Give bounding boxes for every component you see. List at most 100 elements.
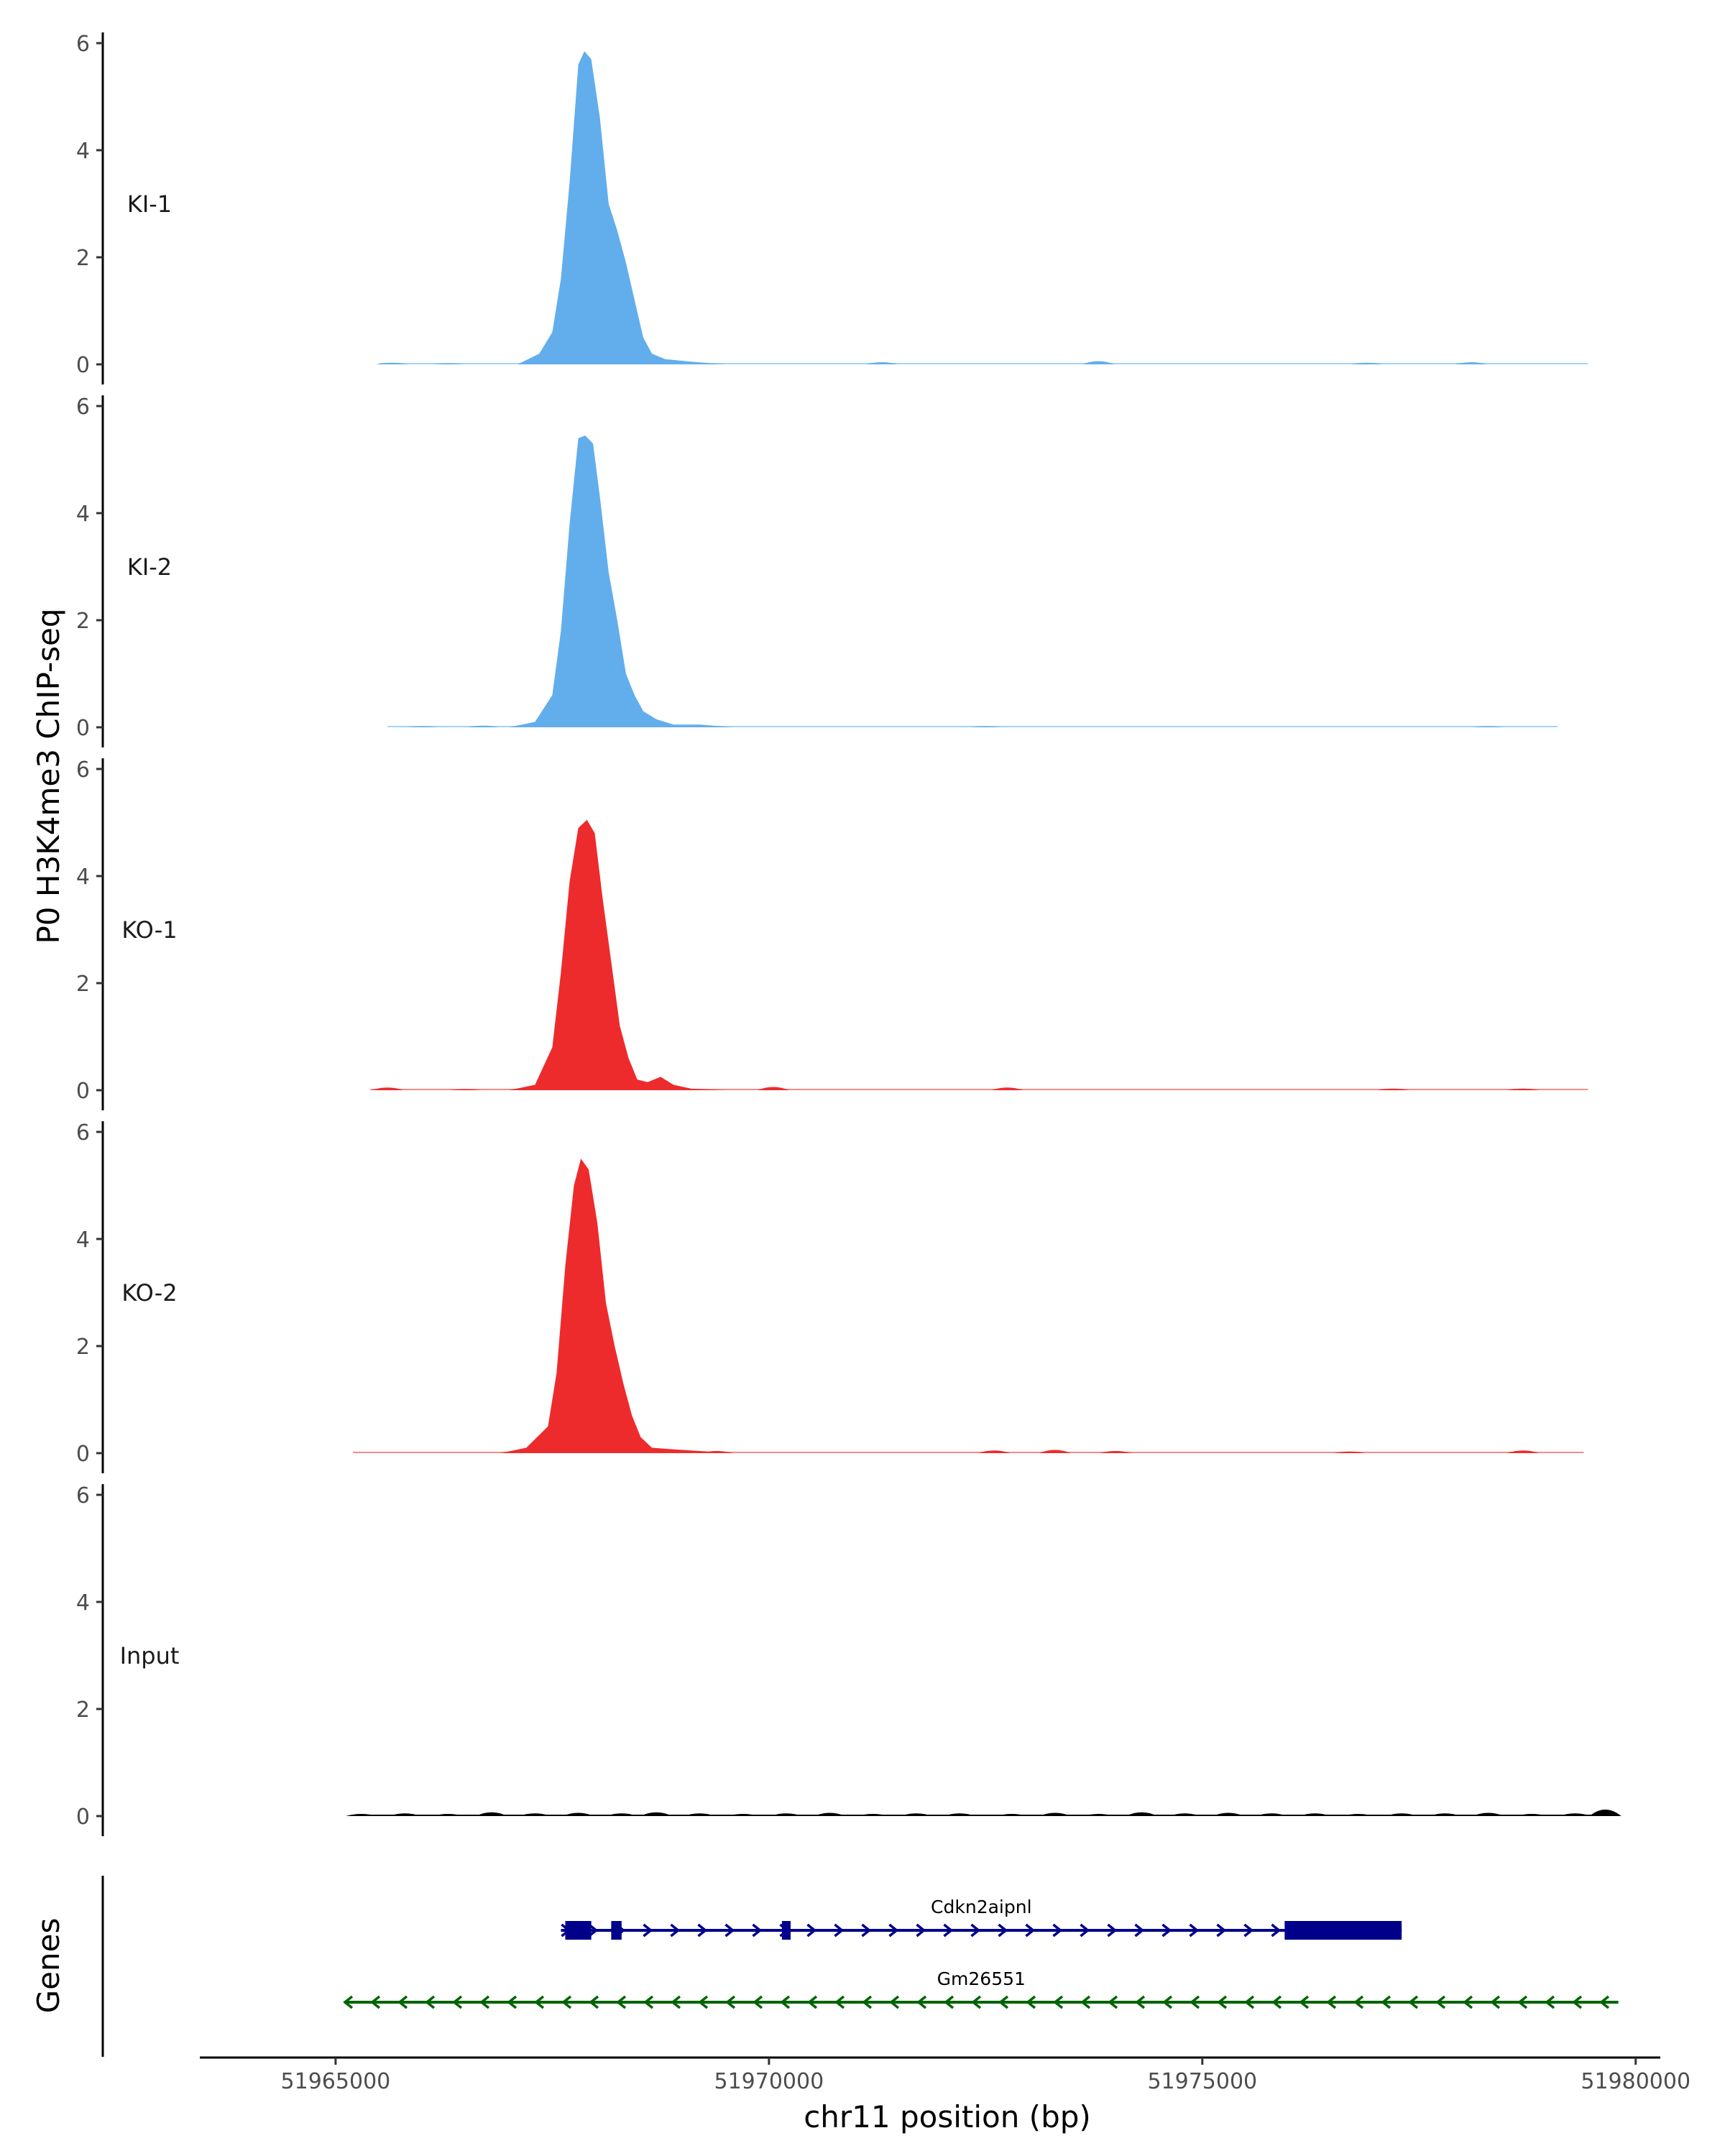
signal-bump	[1506, 1450, 1539, 1453]
y-tick-label: 4	[76, 865, 90, 890]
signal-bump	[1559, 1813, 1591, 1816]
strand-chevron	[916, 1923, 926, 1938]
signal-bump	[770, 1813, 802, 1816]
signal-bump	[1472, 1812, 1504, 1816]
strand-chevron	[806, 1923, 817, 1938]
signal-bump	[1126, 1812, 1158, 1816]
strand-chevron	[1135, 1995, 1146, 2009]
strand-chevron	[1599, 1995, 1610, 2009]
strand-chevron	[370, 1995, 381, 2009]
strand-chevron	[425, 1995, 436, 2009]
strand-chevron	[479, 1995, 490, 2009]
track-input: 0 2 4 6 Input	[76, 1483, 1622, 1836]
strand-chevron	[670, 1923, 681, 1938]
gene-cdkn2aipnl: Cdkn2aipnl	[561, 1897, 1402, 1940]
y-tick-label: 0	[76, 353, 90, 378]
track-label: Input	[120, 1642, 180, 1669]
strand-chevron	[944, 1995, 954, 2009]
signal-baseline	[387, 726, 1558, 727]
signal-bump	[1333, 1451, 1366, 1453]
strand-chevron	[397, 1995, 408, 2009]
strand-chevron	[888, 1923, 899, 1938]
strand-chevron	[1025, 1923, 1036, 1938]
signal-bump	[991, 1087, 1024, 1090]
strand-chevron	[1572, 1995, 1583, 2009]
signal-bump	[1506, 1088, 1539, 1090]
signal-bump	[449, 1089, 482, 1090]
signal-bump	[1377, 1088, 1409, 1090]
signal-bump	[389, 1813, 421, 1816]
strand-chevron	[1162, 1995, 1173, 2009]
y-tick-label: 0	[76, 716, 90, 741]
signal-bump	[1212, 1812, 1244, 1816]
strand-chevron	[970, 1923, 981, 1938]
y-tick-label: 6	[76, 1483, 90, 1508]
strand-chevron	[1190, 1995, 1200, 2009]
strand-chevron	[724, 1923, 735, 1938]
signal-bump	[1516, 1814, 1548, 1816]
y-tick-label: 0	[76, 1805, 90, 1830]
strand-chevron	[1435, 1995, 1446, 2009]
signal-bump	[1082, 1814, 1115, 1816]
signal-bump	[1039, 1812, 1071, 1816]
y-tick-label: 2	[76, 972, 90, 997]
strand-chevron	[1243, 1923, 1254, 1938]
signal-bump	[1100, 1451, 1132, 1453]
strand-chevron	[1162, 1923, 1172, 1938]
x-axis-title: chr11 position (bp)	[804, 2099, 1091, 2134]
signal-bump	[346, 1814, 378, 1816]
x-tick-label: 51980000	[1581, 2069, 1690, 2094]
signal-peak	[518, 51, 726, 364]
strand-chevron	[671, 1995, 681, 2009]
signal-bump	[376, 362, 408, 364]
x-tick-label: 51965000	[281, 2069, 391, 2094]
strand-chevron	[616, 1995, 627, 2009]
strand-chevron	[1107, 1923, 1118, 1938]
y-tick-label: 2	[76, 1335, 90, 1360]
strand-chevron	[1026, 1995, 1036, 2009]
signal-bump	[1082, 361, 1115, 364]
strand-chevron	[1381, 1995, 1392, 2009]
y-tick-label: 4	[76, 502, 90, 527]
x-tick-label: 51970000	[714, 2069, 824, 2094]
signal-bump	[1342, 1814, 1374, 1816]
signal-bump	[605, 1813, 638, 1816]
strand-chevron	[1463, 1995, 1473, 2009]
strand-chevron	[698, 1995, 709, 2009]
signal-bump	[1429, 1813, 1461, 1816]
y-axis-title: P0 H3K4me3 ChIP-seq	[31, 608, 66, 944]
signal-baseline	[353, 1452, 1584, 1453]
strand-chevron	[1080, 1923, 1090, 1938]
signal-peak	[509, 819, 726, 1090]
strand-chevron	[1517, 1995, 1528, 2009]
signal-bump	[1455, 362, 1487, 364]
strand-chevron	[534, 1995, 545, 2009]
strand-chevron	[834, 1923, 845, 1938]
track-ki-2: 0 2 4 6 KI-2	[76, 395, 1558, 747]
signal-bump	[944, 1813, 976, 1816]
gene-exon	[565, 1921, 592, 1940]
track-label: KI-1	[127, 190, 172, 218]
strand-chevron	[1353, 1995, 1364, 2009]
signal-bump	[1169, 1813, 1201, 1816]
signal-bump	[519, 1813, 551, 1816]
signal-bump	[432, 1814, 464, 1816]
x-tick-label: 51975000	[1147, 2069, 1257, 2094]
strand-chevron	[507, 1995, 518, 2009]
signal-bump	[1039, 1450, 1071, 1453]
signal-bump	[1256, 1813, 1288, 1816]
track-label: KO-1	[121, 916, 177, 944]
signal-peak	[509, 436, 735, 727]
x-axis: 51965000 51970000 51975000 51980000	[200, 2056, 1690, 2094]
strand-chevron	[1217, 1995, 1228, 2009]
gene-exon	[781, 1921, 791, 1940]
gene-name: Gm26551	[937, 1968, 1026, 1989]
strand-chevron	[1408, 1995, 1419, 2009]
strand-chevron	[561, 1995, 572, 2009]
y-tick-label: 2	[76, 246, 90, 271]
signal-bump	[640, 1812, 673, 1816]
strand-chevron	[1490, 1995, 1501, 2009]
strand-chevron	[916, 1995, 927, 2009]
signal-bump	[562, 1812, 594, 1816]
